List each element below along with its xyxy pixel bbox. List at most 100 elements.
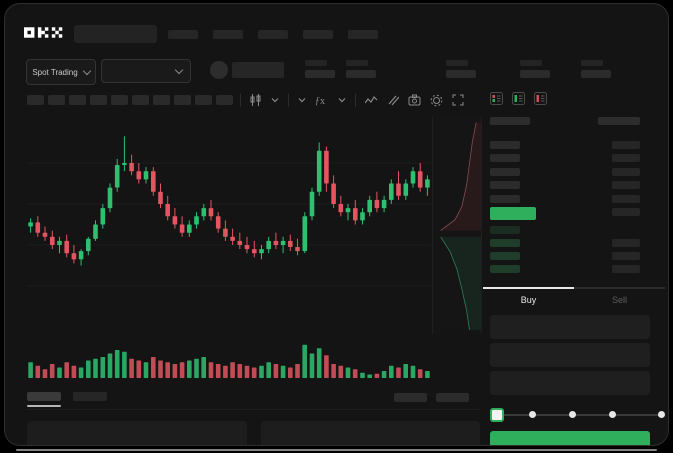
- tab-sell-label: Sell: [611, 295, 627, 305]
- ask-amount-placeholder[interactable]: [612, 141, 640, 149]
- ask-price-placeholder[interactable]: [490, 154, 520, 163]
- stat-label-placeholder: [446, 60, 468, 66]
- stat-label-placeholder: [581, 60, 603, 66]
- tab-buy[interactable]: Buy: [483, 287, 574, 311]
- pair-coin-icon: [210, 61, 228, 79]
- divider: [288, 93, 289, 107]
- timeframe-button-placeholder[interactable]: [132, 95, 149, 105]
- ask-amount-placeholder[interactable]: [612, 181, 640, 190]
- ask-amount-placeholder[interactable]: [612, 194, 640, 203]
- ask-amount-placeholder[interactable]: [612, 167, 640, 176]
- chevron-down-icon: [174, 65, 184, 75]
- ask-price-placeholder[interactable]: [490, 141, 520, 149]
- divider: [27, 409, 480, 410]
- pair-dropdown[interactable]: [101, 59, 191, 83]
- last-price-highlight[interactable]: [490, 207, 536, 220]
- book-header-amount-placeholder: [598, 117, 640, 125]
- candlestick-chart: [27, 136, 431, 287]
- search-input[interactable]: [74, 25, 157, 43]
- nav-item-placeholder[interactable]: [213, 30, 243, 39]
- divider: [240, 93, 241, 107]
- slider-stop-dot[interactable]: [658, 411, 665, 418]
- chevron-down-icon[interactable]: [298, 96, 306, 104]
- ask-price-placeholder[interactable]: [490, 194, 520, 203]
- price-input[interactable]: [490, 315, 650, 339]
- amount-input[interactable]: [490, 343, 650, 367]
- timeframe-button-placeholder[interactable]: [195, 95, 212, 105]
- slider-stop-dot[interactable]: [569, 411, 576, 418]
- nav-item-placeholder[interactable]: [258, 30, 288, 39]
- orders-action-placeholder[interactable]: [394, 393, 427, 402]
- timeframe-button-placeholder[interactable]: [174, 95, 191, 105]
- slider-stop-dot[interactable]: [609, 411, 616, 418]
- timeframe-button-placeholder[interactable]: [69, 95, 86, 105]
- tab-sell[interactable]: Sell: [574, 287, 665, 311]
- stat-value-placeholder: [581, 70, 611, 78]
- bid-amount-placeholder[interactable]: [612, 239, 640, 247]
- book-bids-icon[interactable]: [512, 92, 525, 105]
- stat-value-placeholder: [446, 70, 476, 78]
- app-screen: Spot Trading ƒx: [4, 3, 669, 446]
- nav-item-placeholder[interactable]: [303, 30, 333, 39]
- bid-price-placeholder[interactable]: [490, 226, 520, 234]
- timeframe-button-placeholder[interactable]: [48, 95, 65, 105]
- chevron-down-icon[interactable]: [271, 96, 279, 104]
- svg-text:ƒx: ƒx: [315, 96, 325, 106]
- nav-item-placeholder[interactable]: [348, 30, 378, 39]
- line-chart-icon[interactable]: [365, 95, 378, 105]
- timeframe-button-placeholder[interactable]: [111, 95, 128, 105]
- top-nav: [168, 30, 378, 39]
- fullscreen-icon[interactable]: [452, 94, 464, 106]
- bid-amount-placeholder[interactable]: [612, 252, 640, 260]
- chevron-down-icon[interactable]: [338, 96, 346, 104]
- bid-amount-placeholder[interactable]: [612, 265, 640, 273]
- tab-buy-label: Buy: [520, 295, 537, 305]
- orders-tab-placeholder[interactable]: [73, 392, 107, 401]
- divider: [355, 93, 356, 107]
- ask-amount-placeholder[interactable]: [612, 154, 640, 163]
- ask-price-placeholder[interactable]: [490, 181, 520, 190]
- total-input[interactable]: [490, 371, 650, 395]
- timeframe-button-placeholder[interactable]: [153, 95, 170, 105]
- drawing-tools-icon[interactable]: [387, 94, 399, 106]
- slider-track[interactable]: [492, 414, 660, 416]
- camera-icon[interactable]: [408, 94, 421, 106]
- buy-submit-button[interactable]: [490, 431, 650, 445]
- bid-price-placeholder[interactable]: [490, 239, 520, 247]
- settings-gear-icon[interactable]: [430, 94, 443, 107]
- book-combined-icon[interactable]: [490, 92, 503, 105]
- orders-table-placeholder: [27, 421, 247, 445]
- candle-type-icon[interactable]: [250, 94, 262, 106]
- book-asks-icon[interactable]: [534, 92, 547, 105]
- orders-action-placeholder[interactable]: [436, 393, 469, 402]
- stat-label-placeholder: [305, 60, 327, 66]
- bid-price-placeholder[interactable]: [490, 265, 520, 273]
- nav-item-placeholder[interactable]: [168, 30, 198, 39]
- ask-amount-placeholder[interactable]: [612, 208, 640, 216]
- okx-logo-icon[interactable]: [24, 26, 64, 44]
- timeframe-button-placeholder[interactable]: [216, 95, 233, 105]
- orders-table-placeholder: [261, 421, 480, 445]
- ask-price-placeholder[interactable]: [490, 167, 520, 176]
- orders-tab-active-placeholder[interactable]: [27, 392, 61, 401]
- market-type-selector[interactable]: Spot Trading: [26, 59, 96, 85]
- bid-price-placeholder[interactable]: [490, 252, 520, 260]
- active-tab-underline: [27, 405, 61, 407]
- stat-label-placeholder: [520, 60, 542, 66]
- depth-chart: [432, 116, 482, 334]
- stat-value-placeholder: [520, 70, 550, 78]
- timeframe-bar: [27, 95, 233, 105]
- book-header-price-placeholder: [490, 117, 530, 125]
- slider-stop-dot[interactable]: [529, 411, 536, 418]
- slider-handle[interactable]: [490, 408, 504, 422]
- chart-toolbar-icons: ƒx: [240, 93, 464, 107]
- trade-tabs: Buy Sell: [483, 287, 665, 311]
- order-book: [483, 88, 665, 286]
- timeframe-button-placeholder[interactable]: [27, 95, 44, 105]
- amount-slider[interactable]: [490, 407, 665, 423]
- book-view-modes: [490, 92, 547, 105]
- indicator-fx-icon[interactable]: ƒx: [315, 94, 329, 106]
- timeframe-button-placeholder[interactable]: [90, 95, 107, 105]
- stat-label-placeholder: [346, 60, 368, 66]
